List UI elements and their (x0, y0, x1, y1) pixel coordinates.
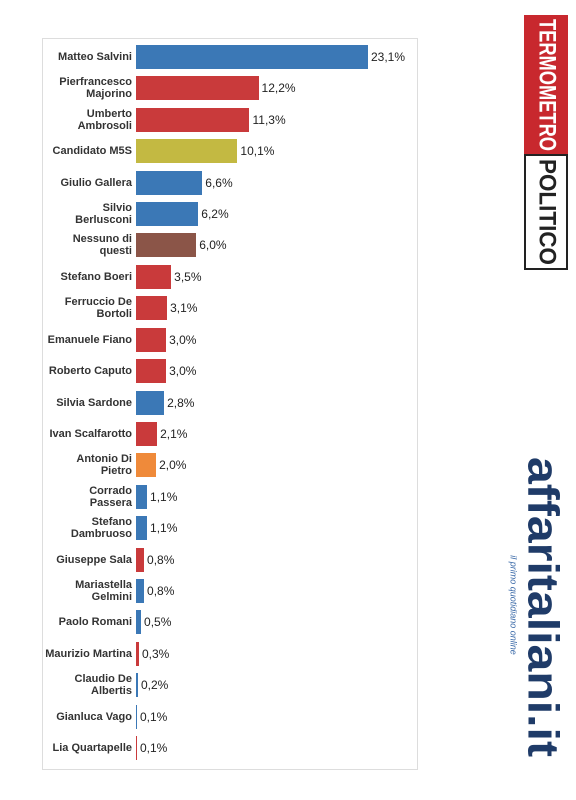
value-label: 2,8% (167, 395, 195, 410)
value-label: 11,3% (252, 112, 286, 127)
category-label: Silvio Berlusconi (75, 202, 132, 227)
bar (136, 421, 158, 446)
value-label: 2,0% (159, 458, 187, 473)
value-label: 23,1% (371, 50, 406, 64)
bar (136, 610, 142, 635)
bar (136, 139, 238, 164)
value-label: 0,8% (147, 583, 175, 598)
category-label: Paolo Romani (58, 616, 132, 629)
category-label: Maurizio Martina (45, 647, 132, 660)
value-label: 0,3% (142, 646, 170, 661)
category-label: Lia Quartapelle (52, 742, 132, 754)
category-label: Mariastella Gelmini (75, 578, 132, 603)
value-label: 10,1% (240, 144, 275, 159)
logo-text: affaritaliani.it (518, 457, 567, 757)
value-label: 3,0% (169, 364, 197, 379)
category-label: Ivan Scalfarotto (49, 427, 132, 440)
logo-box (524, 154, 568, 270)
value-label: 2,1% (160, 426, 188, 441)
category-label: Corrado Passera (89, 484, 132, 509)
category-label: Matteo Salvini (58, 51, 132, 63)
logo-tagline: il primo quotidiano online (509, 555, 519, 655)
bar (136, 359, 167, 384)
bar (136, 327, 167, 352)
bar (136, 233, 197, 258)
value-label: 0,8% (147, 552, 175, 567)
category-label: Roberto Caputo (48, 365, 132, 378)
value-label: 6,2% (201, 207, 229, 222)
value-label: 3,0% (169, 332, 197, 347)
logo-box (524, 15, 568, 155)
bar (136, 107, 250, 132)
value-label: 3,1% (170, 301, 198, 316)
category-label: Gianluca Vago (56, 710, 132, 723)
logo-text: TERMOMETRO (534, 19, 561, 151)
bar (136, 45, 368, 69)
bar (136, 484, 148, 509)
value-label: 1,1% (150, 489, 178, 504)
bar (136, 76, 259, 101)
bar (136, 736, 137, 760)
logo-text: POLITICO (534, 159, 561, 265)
category-label: Umberto Ambrosoli (77, 107, 132, 132)
category-label: Antonio Di Pietro (76, 453, 132, 478)
category-label: Candidato M5S (52, 145, 132, 158)
value-label: 0,5% (144, 615, 172, 630)
category-label: Giulio Gallera (60, 176, 132, 189)
bar (136, 453, 157, 478)
value-label: 0,1% (140, 709, 168, 724)
bar (136, 170, 203, 195)
category-label: Claudio De Albertis (74, 673, 132, 698)
bar (136, 516, 148, 541)
category-label: Ferruccio De Bortoli (64, 296, 132, 321)
bar (136, 673, 138, 698)
bar (136, 390, 165, 415)
bar (136, 641, 139, 666)
category-label: Stefano Boeri (60, 270, 132, 283)
value-label: 12,2% (261, 81, 296, 96)
bar (136, 578, 145, 603)
bar (136, 296, 168, 321)
value-label: 3,5% (174, 269, 202, 284)
bar (136, 547, 145, 572)
category-label: Giuseppe Sala (56, 553, 132, 566)
bar (136, 264, 172, 289)
category-label: Emanuele Fiano (47, 333, 132, 346)
bar (136, 704, 137, 729)
category-label: Nessuno di questi (72, 233, 132, 258)
value-label: 6,0% (199, 238, 227, 253)
category-label: Stefano Dambruoso (70, 516, 132, 541)
bar (136, 202, 199, 227)
value-label: 0,1% (140, 741, 168, 755)
category-label: Silvia Sardone (56, 396, 132, 409)
value-label: 1,1% (150, 521, 178, 536)
category-label: Pierfrancesco Majorino (59, 76, 132, 101)
value-label: 6,6% (205, 175, 233, 190)
chart-frame (42, 38, 418, 770)
value-label: 0,2% (141, 678, 169, 693)
